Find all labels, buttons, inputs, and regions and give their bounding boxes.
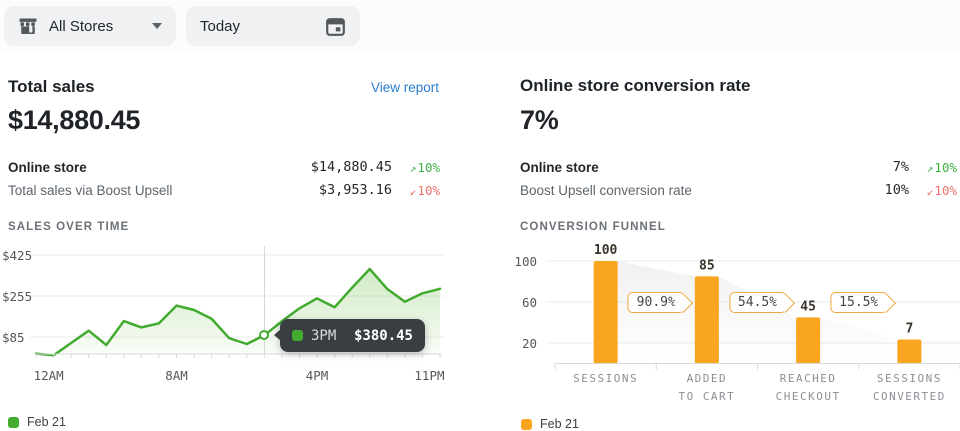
metric-label: Total sales via Boost Upsell xyxy=(8,182,173,198)
conversion-rate-value: 7% xyxy=(520,105,559,135)
tooltip-series-swatch xyxy=(292,330,303,341)
total-sales-title: Total sales xyxy=(8,77,95,96)
change-badge: ↙10% xyxy=(392,183,440,198)
conversion-rate-title: Online store conversion rate xyxy=(520,76,751,95)
svg-text:85: 85 xyxy=(699,258,715,273)
sales-chart-canvas xyxy=(30,254,444,358)
metric-row-boost-upsell-sales: Total sales via Boost Upsell $3,953.16 ↙… xyxy=(8,180,440,200)
trend-down-icon: ↙ xyxy=(409,184,417,198)
metric-value: $14,880.45 xyxy=(310,159,392,175)
funnel-legend: Feb 21 xyxy=(521,417,579,431)
legend-swatch-green xyxy=(8,416,19,428)
metric-value: $3,953.16 xyxy=(318,182,392,198)
svg-text:100: 100 xyxy=(594,243,618,258)
topbar: All Stores Today xyxy=(0,0,960,52)
chart-point-marker xyxy=(259,330,269,340)
date-selector-button[interactable]: Today xyxy=(186,6,360,46)
metric-value: 7% xyxy=(892,159,909,175)
sales-legend: Feb 21 xyxy=(8,415,66,429)
change-value: 10% xyxy=(934,159,957,175)
chart-crosshair xyxy=(264,246,265,354)
calendar-icon xyxy=(325,16,346,37)
chart-tooltip: 3PM $380.45 xyxy=(274,319,425,352)
tooltip-value: $380.45 xyxy=(353,327,413,344)
date-selector-label: Today xyxy=(200,17,241,35)
conversion-funnel-chart[interactable]: 100 85 45 7 100 60 20 90.9% 54.5% 15.5% SESSIONS A… xyxy=(480,236,960,431)
trend-up-icon: ↗ xyxy=(409,161,417,175)
trend-down-icon: ↙ xyxy=(926,184,934,198)
tooltip-time: 3PM xyxy=(311,327,337,344)
change-value: 10% xyxy=(934,182,957,198)
metric-row-online-store-sales: Online store $14,880.45 ↗10% xyxy=(8,157,440,177)
conversion-funnel-header: CONVERSION FUNNEL xyxy=(520,221,666,233)
trend-up-icon: ↗ xyxy=(926,161,934,175)
metric-label: Boost Upsell conversion rate xyxy=(520,182,692,198)
metric-row-online-store-rate: Online store 7% ↗10% xyxy=(520,157,957,177)
store-icon xyxy=(18,16,38,36)
legend-label: Feb 21 xyxy=(540,417,579,431)
metric-label: Online store xyxy=(8,159,87,175)
metric-label: Online store xyxy=(520,159,599,175)
sales-line-chart[interactable]: $425 $255 $85 12AM 8AM 4PM 11PM xyxy=(0,240,452,390)
svg-text:45: 45 xyxy=(800,299,816,314)
metric-value: 10% xyxy=(884,182,909,198)
change-badge: ↗10% xyxy=(909,160,957,175)
legend-label: Feb 21 xyxy=(27,415,66,429)
funnel-percent-badge: 90.9% xyxy=(627,292,685,313)
metric-row-boost-upsell-rate: Boost Upsell conversion rate 10% ↙10% xyxy=(520,180,957,200)
change-value: 10% xyxy=(417,159,440,175)
store-selector-label: All Stores xyxy=(49,17,114,35)
store-selector-button[interactable]: All Stores xyxy=(4,6,176,46)
sales-over-time-header: SALES OVER TIME xyxy=(8,221,130,233)
chevron-down-icon xyxy=(152,23,162,29)
change-value: 10% xyxy=(417,182,440,198)
view-report-link[interactable]: View report xyxy=(370,80,439,95)
funnel-percent-badge: 15.5% xyxy=(830,292,888,313)
legend-swatch-orange xyxy=(521,418,532,430)
funnel-percent-badge: 54.5% xyxy=(728,292,787,313)
svg-text:7: 7 xyxy=(905,322,913,337)
total-sales-value: $14,880.45 xyxy=(8,105,141,135)
change-badge: ↗10% xyxy=(392,160,440,175)
change-badge: ↙10% xyxy=(909,183,957,198)
